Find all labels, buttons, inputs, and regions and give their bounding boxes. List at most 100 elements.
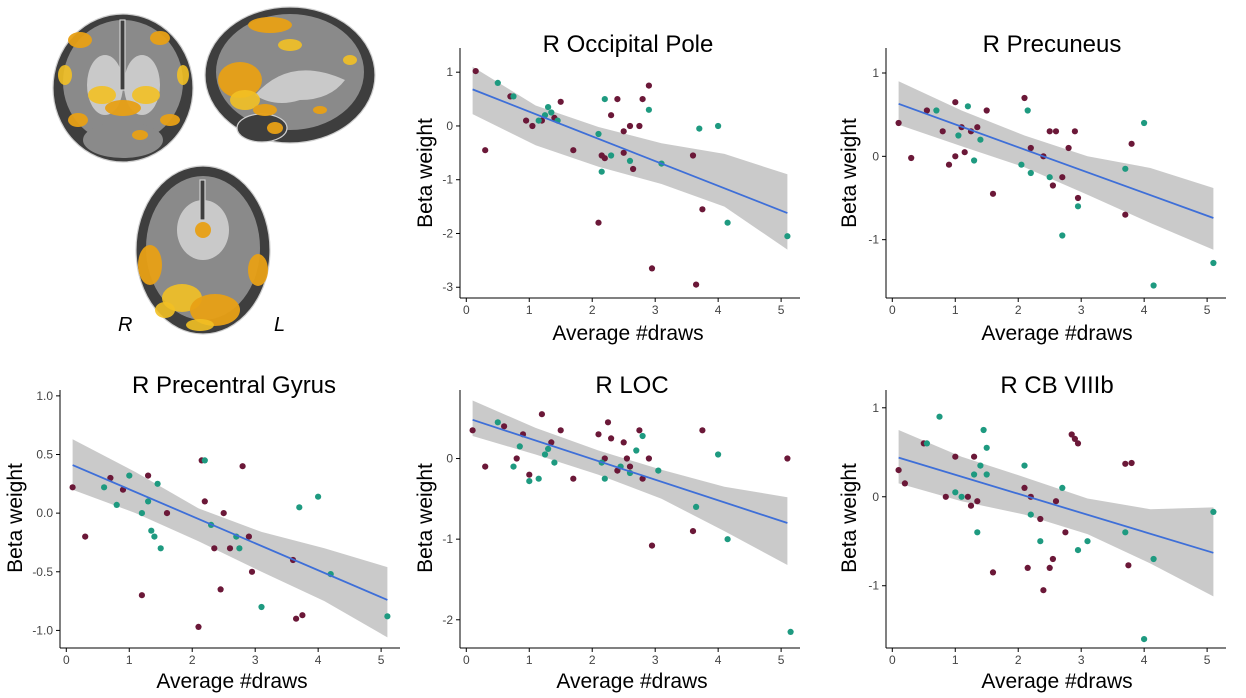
x-tick-label: 4 (715, 303, 722, 317)
data-point-series-2 (693, 503, 700, 510)
data-point-series-1 (689, 528, 697, 535)
data-point-series-1 (1065, 144, 1072, 152)
x-tick-label: 1 (526, 653, 533, 667)
data-point-series-1 (636, 122, 643, 130)
data-point-series-1 (623, 455, 631, 462)
plot-area: 0 1 2 3 4 5 -1 0 1 (868, 390, 1226, 667)
data-point-series-1 (620, 149, 627, 156)
data-point-series-2 (545, 445, 552, 452)
data-point-series-1 (604, 419, 612, 426)
data-point-series-2 (958, 493, 965, 500)
y-tick-label: 0 (446, 452, 453, 466)
data-point-series-2 (494, 419, 501, 426)
data-point-series-2 (1021, 462, 1028, 469)
data-point-series-2 (157, 545, 164, 552)
chart-title: R Precuneus (983, 31, 1122, 58)
data-point-series-2 (315, 493, 322, 500)
regression-line (72, 464, 388, 601)
x-tick-label: 4 (315, 653, 322, 667)
data-point-series-1 (1021, 94, 1028, 102)
data-point-series-2 (601, 475, 608, 482)
y-tick-label: -3 (442, 280, 453, 294)
data-point-series-1 (163, 509, 171, 517)
data-point-series-1 (69, 484, 76, 491)
data-point-series-2 (548, 109, 555, 116)
data-point-series-2 (494, 79, 501, 86)
data-point-series-1 (201, 498, 208, 505)
x-axis-label: Average #draws (156, 670, 307, 693)
data-point-series-1 (526, 471, 533, 478)
data-point-series-2 (236, 545, 243, 552)
x-tick-label: 5 (778, 303, 785, 317)
data-point-series-2 (138, 509, 145, 517)
data-point-series-1 (620, 128, 627, 135)
chart-panel-occipital-pole: R Occipital Pole Average #draws Beta wei… (414, 31, 800, 345)
data-point-series-1 (299, 612, 306, 619)
data-point-series-1 (1052, 128, 1060, 135)
brain-axial-slice (135, 165, 271, 335)
data-point-series-1 (1021, 484, 1028, 491)
brain-images: R L (52, 6, 376, 336)
data-point-series-1 (1128, 140, 1135, 147)
data-point-series-2 (1210, 259, 1217, 267)
chart-panel-cb-viiib: R CB VIIIb Average #draws Beta weight 0 1… (838, 372, 1226, 693)
data-point-series-2 (516, 443, 523, 450)
chart-title: R LOC (595, 372, 668, 399)
y-tick-label: 1 (872, 401, 879, 415)
y-tick-label: 1 (446, 65, 453, 79)
x-tick-label: 0 (63, 653, 70, 667)
data-point-series-1 (1024, 564, 1031, 572)
regression-line (472, 88, 788, 214)
data-point-series-2 (258, 603, 265, 611)
data-point-series-2 (1037, 538, 1044, 545)
data-point-series-2 (1141, 119, 1148, 127)
data-point-series-1 (1062, 529, 1069, 536)
data-point-series-2 (296, 504, 303, 511)
x-tick-label: 3 (1078, 653, 1085, 667)
data-point-series-1 (248, 568, 256, 575)
data-point-series-1 (908, 154, 915, 162)
data-point-series-1 (989, 190, 997, 197)
data-point-series-2 (145, 498, 152, 505)
data-point-series-1 (895, 119, 902, 127)
chart-panel-precuneus: R Precuneus Average #draws Beta weight 0… (838, 31, 1226, 345)
data-point-series-2 (952, 489, 959, 496)
chart-panel-precentral-gyrus: R Precentral Gyrus Average #draws Beta w… (4, 372, 400, 693)
data-point-series-2 (1141, 636, 1148, 643)
data-point-series-1 (630, 165, 637, 173)
data-point-series-1 (952, 153, 959, 160)
data-point-series-1 (482, 463, 489, 470)
data-point-series-2 (933, 107, 940, 114)
x-tick-label: 0 (463, 303, 470, 317)
data-point-series-1 (226, 545, 234, 552)
y-tick-label: -1 (442, 173, 453, 187)
data-point-series-1 (557, 98, 564, 105)
x-tick-label: 3 (1078, 303, 1085, 317)
data-point-series-2 (595, 130, 602, 138)
chart-title: R CB VIIIb (1000, 372, 1113, 399)
x-tick-label: 3 (652, 303, 659, 317)
x-tick-label: 3 (652, 653, 659, 667)
data-point-series-1 (608, 435, 615, 442)
data-point-series-1 (901, 480, 909, 487)
data-point-series-2 (787, 628, 794, 636)
data-point-series-1 (1068, 431, 1075, 438)
data-point-series-1 (942, 493, 949, 500)
data-point-series-1 (145, 472, 152, 479)
data-point-series-1 (211, 545, 218, 552)
data-point-series-2 (715, 451, 722, 458)
data-point-series-2 (1210, 508, 1217, 515)
y-tick-label: 0.0 (36, 506, 53, 520)
data-point-series-1 (699, 206, 706, 213)
x-axis-label: Average #draws (981, 322, 1132, 345)
data-point-series-1 (945, 161, 953, 168)
x-axis-label: Average #draws (552, 322, 703, 345)
y-axis-label: Beta weight (414, 118, 437, 228)
data-point-series-2 (1150, 282, 1157, 289)
data-point-series-1 (82, 533, 89, 540)
y-tick-label: -1 (868, 233, 879, 247)
data-point-series-1 (1071, 435, 1078, 442)
data-point-series-1 (595, 431, 602, 438)
data-point-series-1 (895, 467, 902, 474)
